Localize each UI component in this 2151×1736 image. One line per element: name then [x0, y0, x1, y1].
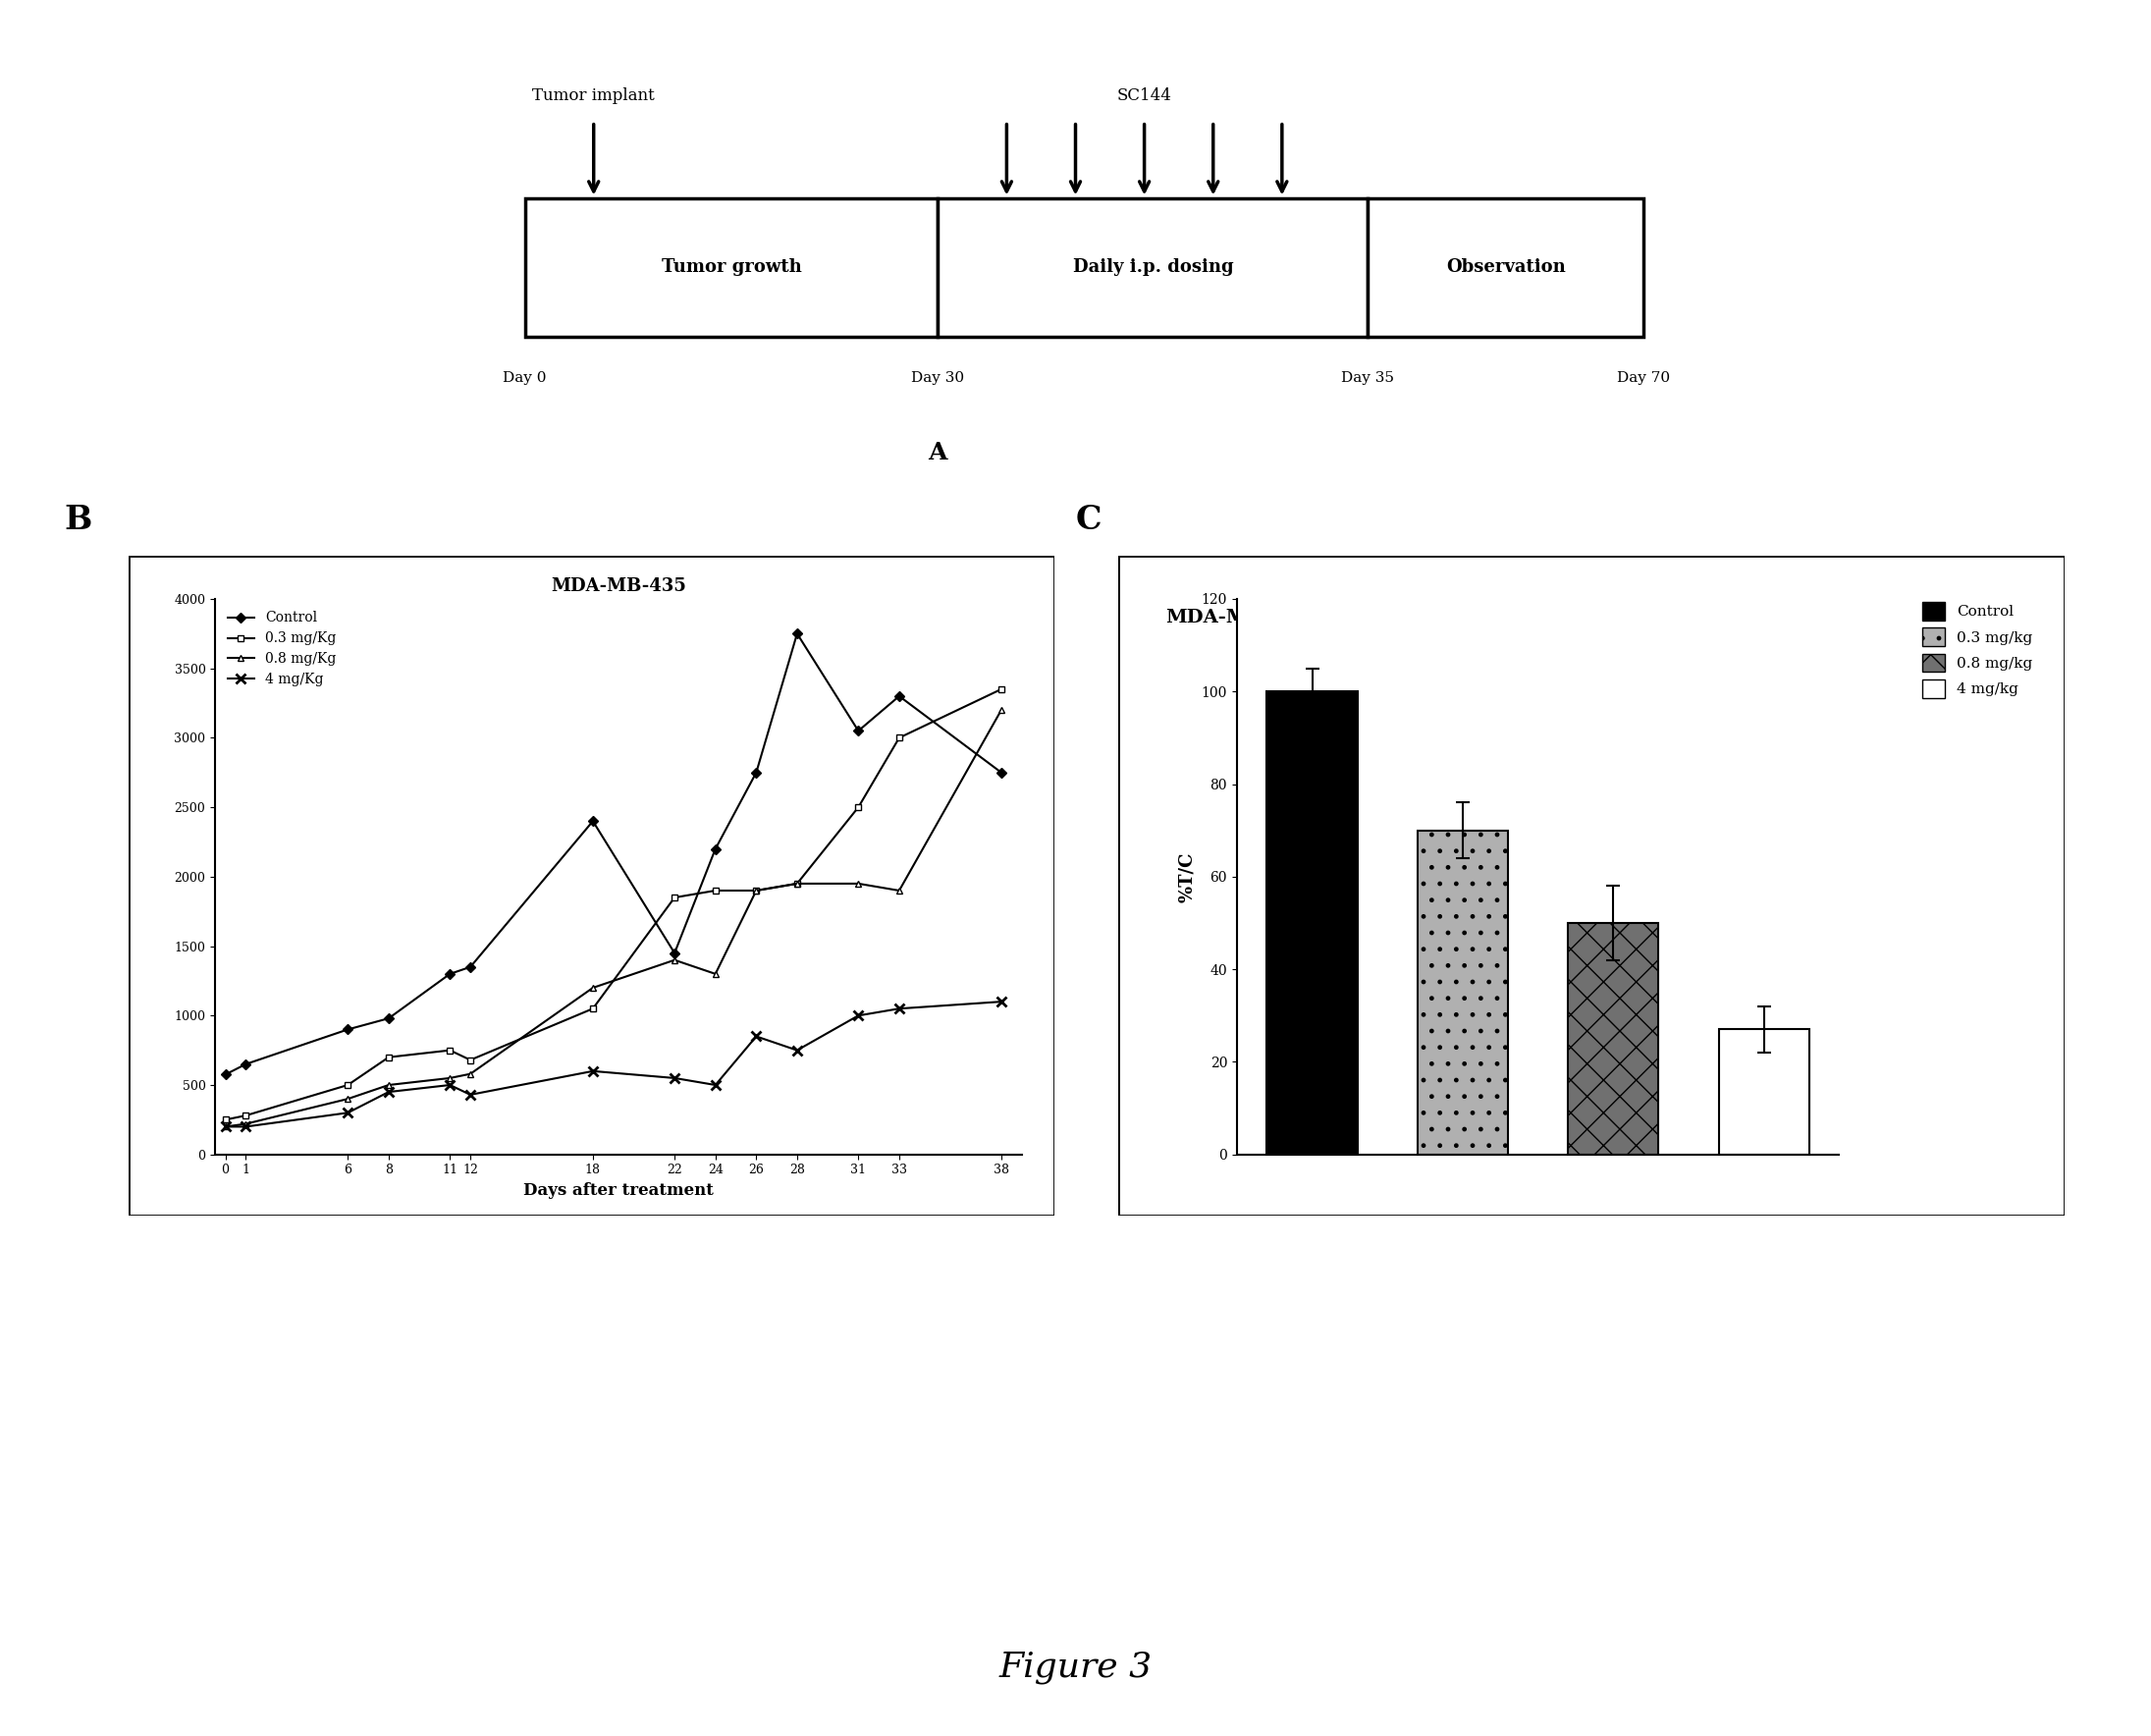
Control [703, 838, 729, 859]
4 mg/Kg [581, 1061, 607, 1082]
Control [232, 1054, 258, 1075]
Control [376, 1009, 402, 1029]
4 mg/Kg [785, 1040, 811, 1061]
Text: SC144: SC144 [1116, 87, 1172, 104]
Control [744, 762, 770, 783]
Text: B: B [65, 503, 92, 536]
0.3 mg/Kg [845, 797, 871, 818]
4 mg/Kg [703, 1075, 729, 1095]
Y-axis label: %T/C: %T/C [1179, 851, 1196, 903]
Text: Day 0: Day 0 [503, 372, 546, 385]
0.3 mg/Kg [744, 880, 770, 901]
Text: MDA-MB-: MDA-MB- [1166, 608, 1271, 627]
FancyBboxPatch shape [525, 198, 938, 337]
Legend: Control, 0.3 mg/kg, 0.8 mg/kg, 4 mg/kg: Control, 0.3 mg/kg, 0.8 mg/kg, 4 mg/kg [1917, 595, 2039, 703]
4 mg/Kg [663, 1068, 688, 1088]
Text: Daily i.p. dosing: Daily i.p. dosing [1073, 259, 1233, 276]
Line: Control: Control [222, 630, 1005, 1078]
Text: Figure 3: Figure 3 [998, 1651, 1153, 1684]
4 mg/Kg [213, 1116, 239, 1137]
0.8 mg/Kg [663, 950, 688, 970]
4 mg/Kg [989, 991, 1015, 1012]
Line: 4 mg/Kg: 4 mg/Kg [222, 996, 1007, 1132]
Control [989, 762, 1015, 783]
0.8 mg/Kg [336, 1088, 361, 1109]
4 mg/Kg [886, 998, 912, 1019]
0.8 mg/Kg [376, 1075, 402, 1095]
0.8 mg/Kg [703, 963, 729, 984]
FancyBboxPatch shape [938, 198, 1368, 337]
Control [581, 811, 607, 832]
0.3 mg/Kg [785, 873, 811, 894]
Text: Tumor growth: Tumor growth [660, 259, 802, 276]
0.8 mg/Kg [785, 873, 811, 894]
0.8 mg/Kg [232, 1113, 258, 1134]
Control [458, 957, 484, 977]
0.8 mg/Kg [213, 1116, 239, 1137]
Text: Day 30: Day 30 [912, 372, 964, 385]
4 mg/Kg [232, 1116, 258, 1137]
0.8 mg/Kg [744, 880, 770, 901]
0.3 mg/Kg [989, 679, 1015, 700]
FancyBboxPatch shape [129, 556, 1054, 1215]
Text: Day 70: Day 70 [1618, 372, 1669, 385]
0.3 mg/Kg [581, 998, 607, 1019]
4 mg/Kg [845, 1005, 871, 1026]
Control [663, 943, 688, 963]
0.3 mg/Kg [458, 1050, 484, 1071]
0.8 mg/Kg [886, 880, 912, 901]
4 mg/Kg [437, 1075, 462, 1095]
FancyBboxPatch shape [1368, 198, 1643, 337]
0.3 mg/Kg [376, 1047, 402, 1068]
Bar [1267, 691, 1357, 1154]
0.8 mg/Kg [581, 977, 607, 998]
0.3 mg/Kg [232, 1106, 258, 1127]
Control [336, 1019, 361, 1040]
Control [213, 1064, 239, 1085]
Control [886, 686, 912, 707]
0.3 mg/Kg [437, 1040, 462, 1061]
Control [785, 623, 811, 644]
4 mg/Kg [458, 1085, 484, 1106]
4 mg/Kg [376, 1082, 402, 1102]
0.3 mg/Kg [213, 1109, 239, 1130]
Text: Day 35: Day 35 [1342, 372, 1394, 385]
0.8 mg/Kg [458, 1064, 484, 1085]
4 mg/Kg [744, 1026, 770, 1047]
X-axis label: Days after treatment: Days after treatment [523, 1182, 714, 1200]
0.3 mg/Kg [703, 880, 729, 901]
Control [845, 720, 871, 741]
Text: Observation: Observation [1445, 259, 1566, 276]
0.8 mg/Kg [437, 1068, 462, 1088]
Text: A: A [929, 441, 946, 465]
Bar [1719, 1029, 1809, 1154]
Control [437, 963, 462, 984]
0.8 mg/Kg [989, 700, 1015, 720]
FancyBboxPatch shape [1119, 556, 2065, 1215]
Title: MDA-MB-435: MDA-MB-435 [551, 576, 686, 595]
Bar [1418, 830, 1508, 1154]
0.3 mg/Kg [336, 1075, 361, 1095]
Line: 0.8 mg/Kg: 0.8 mg/Kg [222, 707, 1005, 1130]
Legend: Control, 0.3 mg/Kg, 0.8 mg/Kg, 4 mg/Kg: Control, 0.3 mg/Kg, 0.8 mg/Kg, 4 mg/Kg [222, 606, 342, 693]
Bar [1568, 924, 1658, 1154]
0.3 mg/Kg [663, 887, 688, 908]
0.3 mg/Kg [886, 727, 912, 748]
Line: 0.3 mg/Kg: 0.3 mg/Kg [222, 686, 1005, 1123]
Text: C: C [1076, 503, 1101, 536]
Text: Tumor implant: Tumor implant [533, 87, 654, 104]
0.8 mg/Kg [845, 873, 871, 894]
4 mg/Kg [336, 1102, 361, 1123]
